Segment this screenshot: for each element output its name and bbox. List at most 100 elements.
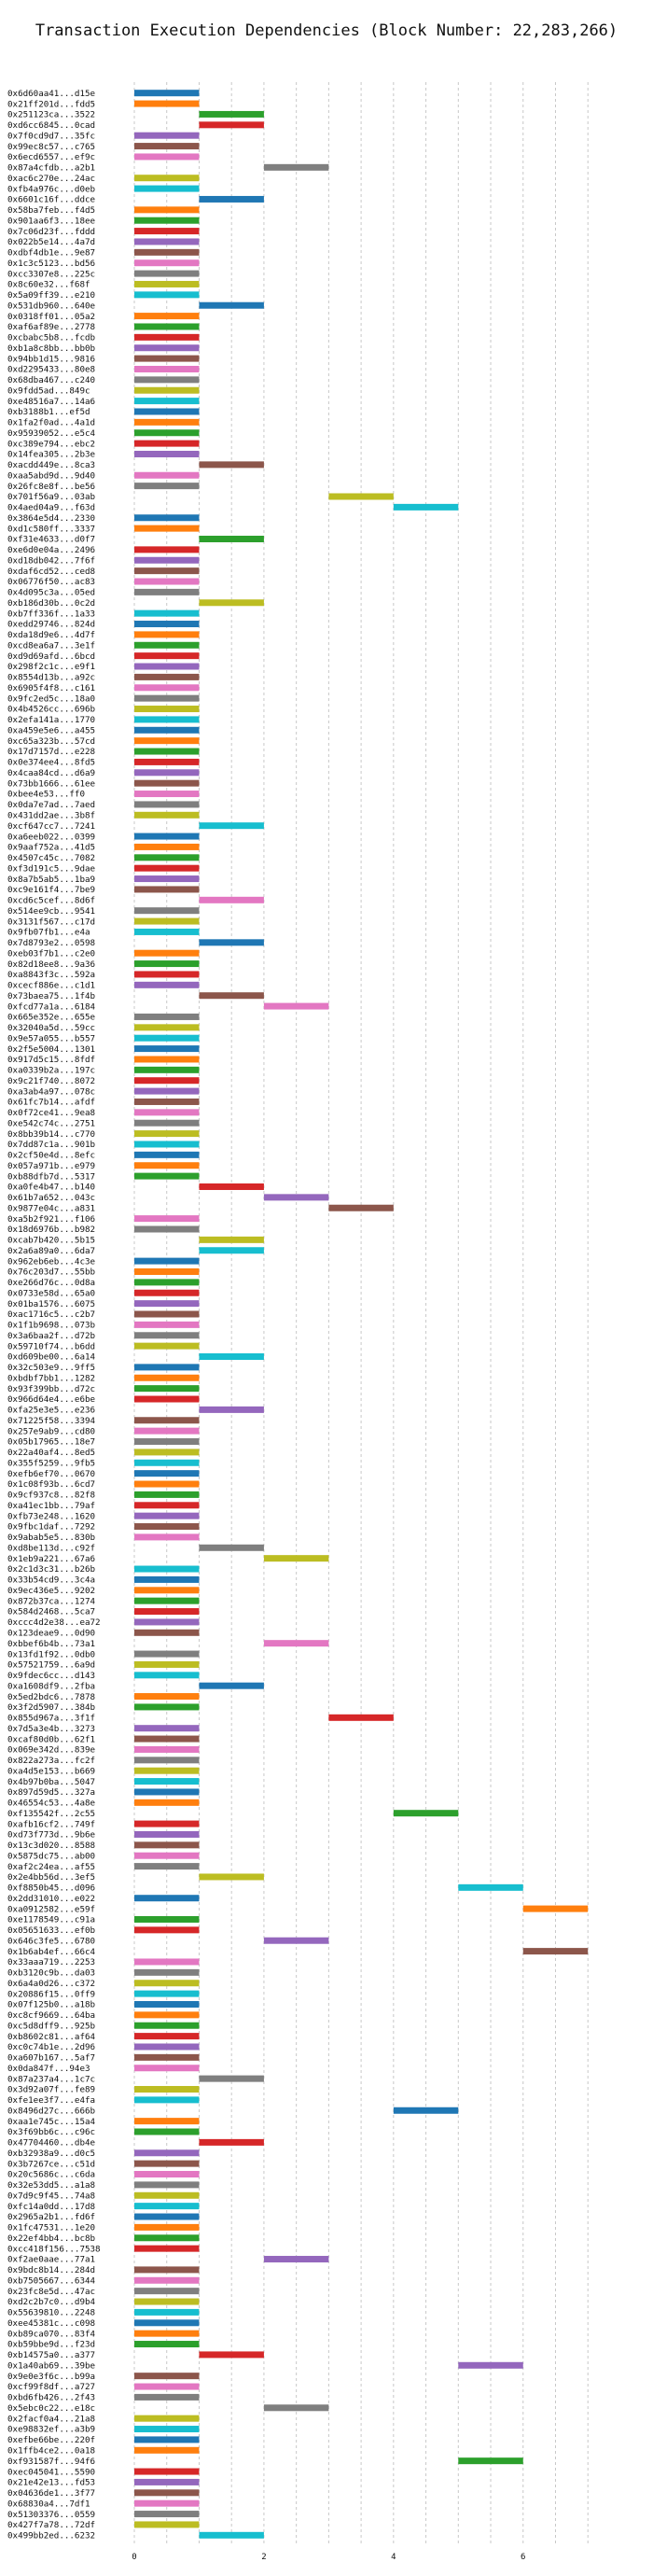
transaction-label: 0xcf99f8df...a727 [7, 2382, 95, 2392]
transaction-bar [522, 1948, 589, 1955]
transaction-label: 0x665e352e...655e [7, 1013, 95, 1023]
transaction-bar [328, 1204, 394, 1211]
transaction-label: 0x5ed2bdc6...7878 [7, 1692, 95, 1702]
transaction-bar [134, 185, 200, 192]
transaction-bar [134, 1013, 200, 1020]
transaction-bar [134, 386, 200, 394]
transaction-bar [134, 2499, 200, 2507]
transaction-label: 0xb8602c81...af64 [7, 2032, 96, 2042]
transaction-bar [134, 960, 200, 968]
transaction-label: 0x61fc7b14...afdf [7, 1098, 95, 1108]
transaction-label: 0x2a6a89a0...6da7 [7, 1246, 95, 1256]
transaction-label: 0x7d9c9f45...74a8 [7, 2191, 95, 2201]
transaction-bar [134, 949, 200, 957]
transaction-label: 0xa4d5e153...b669 [7, 1766, 95, 1776]
transaction-label: 0x9c21f740...8072 [7, 1076, 95, 1086]
transaction-bar [134, 1130, 200, 1138]
transaction-label: 0x9ec436e5...9202 [7, 1586, 95, 1596]
transaction-label: 0x68830a4...7df1 [7, 2499, 90, 2509]
transaction-label: 0xeb03f7b1...c2e0 [7, 948, 95, 959]
transaction-bar [134, 398, 200, 405]
transaction-label: 0x646c3fe5...6780 [7, 1936, 95, 1946]
transaction-bar [263, 1555, 329, 1562]
transaction-bar [134, 652, 200, 660]
transaction-bar [199, 1183, 264, 1190]
transaction-label: 0x1fc47531...1e20 [7, 2223, 95, 2233]
transaction-label: 0xee45381c...c098 [7, 2318, 95, 2329]
transaction-bar [263, 1194, 329, 1201]
transaction-bar [393, 1810, 459, 1817]
transaction-bar [134, 2043, 200, 2051]
transaction-label: 0x1c3c5123...bd56 [7, 259, 95, 269]
transaction-label: 0xd73f773d...9b6e [7, 1830, 95, 1841]
transaction-label: 0xd609be00...6a14 [7, 1352, 96, 1363]
transaction-bar [263, 1937, 329, 1944]
transaction-bar [134, 2160, 200, 2167]
transaction-label: 0x1c08f93b...6cd7 [7, 1479, 95, 1490]
transaction-bar [134, 1279, 200, 1286]
transaction-label: 0xedd29746...824d [7, 620, 95, 630]
transaction-label: 0xe266d76c...0d8a [7, 1278, 95, 1288]
transaction-label: 0x17d7157d...e228 [7, 747, 95, 757]
transaction-bar [134, 1024, 200, 1031]
transaction-bar [199, 599, 264, 607]
transaction-bar [134, 673, 200, 680]
transaction-bar [134, 556, 200, 564]
x-tick-label: 0 [132, 2553, 136, 2562]
transaction-label: 0x251123ca...3522 [7, 110, 95, 120]
transaction-label: 0xa8843f3c...592a [7, 970, 95, 980]
transaction-label: 0x87a4cfdb...a2b1 [7, 163, 95, 174]
transaction-bar [134, 450, 200, 457]
transaction-bar [134, 1980, 200, 1987]
transaction-bar [134, 1820, 200, 1827]
transaction-bar [328, 493, 394, 500]
transaction-label: 0x6905f4f8...c161 [7, 683, 95, 693]
bars [134, 90, 589, 2539]
transaction-label: 0xc9e161f4...7be9 [7, 885, 95, 895]
transaction-label: 0xf8850b45...d096 [7, 1883, 95, 1894]
transaction-label: 0x01ba1576...6075 [7, 1299, 95, 1309]
transaction-label: 0xd8be113d...c92f [7, 1543, 95, 1553]
transaction-label: 0x47704460...db4e [7, 2138, 95, 2149]
transaction-label: 0x7dd87c1a...901b [7, 1140, 95, 1150]
transaction-label: 0x9e0e3f6c...b99a [7, 2372, 95, 2382]
transaction-label: 0x22a40af4...8ed5 [7, 1448, 95, 1458]
transaction-label: 0x7d8793e2...0598 [7, 938, 95, 948]
transaction-label: 0x9fb07fb1...e4a [7, 928, 90, 938]
transaction-label: 0x3a6baa2f...d72b [7, 1331, 95, 1341]
transaction-label: 0x82d18ee8...9a36 [7, 959, 95, 970]
transaction-label: 0xa607b167...5af7 [7, 2053, 95, 2064]
transaction-bar [134, 2022, 200, 2029]
transaction-label: 0x99ec8c57...c765 [7, 142, 95, 152]
transaction-bar [134, 1417, 200, 1424]
transaction-label: 0xa0339b2a...197c [7, 1066, 95, 1076]
transaction-bar [134, 1119, 200, 1127]
transaction-bar [134, 1300, 200, 1308]
transaction-label: 0x18d6976b...b982 [7, 1225, 95, 1235]
transaction-bar [134, 2478, 200, 2485]
transaction-bar [134, 2118, 200, 2125]
transaction-bar [134, 578, 200, 585]
transaction-bar [134, 726, 200, 734]
transaction-label: 0xd6cc6845...0cad [7, 120, 95, 131]
transaction-label: 0xd1c580ff...3337 [7, 524, 95, 534]
transaction-label: 0x9fbc1daf...7292 [7, 1522, 95, 1533]
transaction-bar [134, 833, 200, 840]
transaction-label: 0xbee4e53...ff0 [7, 790, 85, 800]
y-axis-labels: 0x6d60aa41...d15e0x21ff201d...fdd50x2511… [7, 89, 101, 2541]
transaction-bar [134, 1172, 200, 1180]
transaction-bar [199, 992, 264, 1000]
transaction-bar [263, 163, 329, 171]
transaction-label: 0xec045041...5590 [7, 2467, 95, 2477]
transaction-label: 0x9e57a055...b557 [7, 1033, 95, 1043]
transaction-bar [134, 791, 200, 798]
transaction-label: 0x20c5686c...c6da [7, 2170, 95, 2180]
transaction-bar [134, 2308, 200, 2316]
transaction-label: 0xfcd77a1a...6184 [7, 1001, 96, 1012]
transaction-bar [134, 2426, 200, 2433]
transaction-label: 0x23fc8e5d...47ac [7, 2287, 95, 2297]
transaction-bar [199, 1544, 264, 1551]
transaction-bar [134, 1109, 200, 1116]
transaction-label: 0x8c60e32...f68f [7, 280, 90, 290]
transaction-label: 0x1eb9a221...67a6 [7, 1554, 95, 1564]
